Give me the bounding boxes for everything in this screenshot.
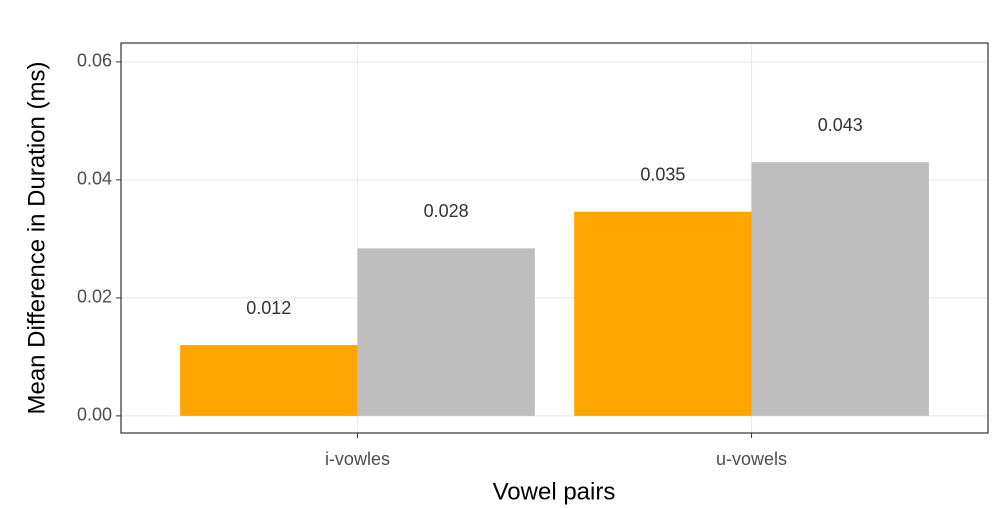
x-tick-label: u-vowels — [716, 449, 787, 469]
y-tick-label: 0.02 — [77, 287, 112, 307]
data-label: 0.012 — [246, 298, 291, 318]
y-tick-label: 0.04 — [77, 169, 112, 189]
y-tick-label: 0.06 — [77, 51, 112, 71]
y-axis-title: Mean Difference in Duration (ms) — [23, 61, 50, 414]
data-label: 0.035 — [640, 164, 685, 184]
data-label: 0.043 — [818, 115, 863, 135]
bar — [751, 162, 929, 416]
x-axis-title: Vowel pairs — [493, 478, 616, 505]
bar — [180, 345, 358, 416]
bar — [574, 211, 752, 416]
x-tick-label: i-vowles — [325, 449, 390, 469]
bar — [357, 248, 535, 416]
y-tick-label: 0.00 — [77, 405, 112, 425]
data-label: 0.028 — [424, 201, 469, 221]
panel-border — [120, 42, 989, 434]
